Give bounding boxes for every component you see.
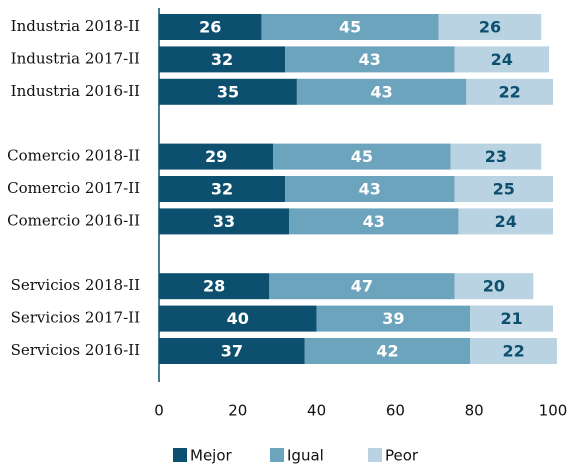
bar-segment [159, 305, 317, 332]
value-label: 23 [485, 147, 507, 166]
value-label: 39 [382, 309, 404, 328]
bar-segment [470, 305, 553, 332]
value-label: 40 [227, 309, 249, 328]
bar-segment [450, 143, 542, 170]
y-tick-label: Servicios 2018-II [11, 276, 140, 294]
bar-segment [159, 78, 297, 105]
value-label: 33 [213, 212, 235, 231]
x-tick-label: 20 [228, 402, 247, 420]
y-tick-label: Industria 2016-II [11, 82, 140, 100]
y-tick-label: Comercio 2017-II [7, 179, 140, 197]
value-label: 28 [203, 277, 225, 296]
bar-segment [296, 78, 467, 105]
bar-segment [470, 338, 557, 364]
value-label: 21 [500, 309, 522, 328]
y-tick-label: Comercio 2018-II [7, 147, 140, 165]
y-tick-label: Servicios 2016-II [11, 341, 140, 359]
y-tick-label: Industria 2018-II [11, 17, 140, 35]
bar-segment [159, 14, 262, 40]
bar-segment [269, 273, 455, 300]
legend-label: Peor [385, 447, 419, 465]
value-label: 24 [491, 50, 513, 69]
bar-segment [273, 143, 451, 170]
bar-segment [438, 14, 542, 40]
bar-segment [159, 176, 286, 202]
value-label: 25 [493, 180, 515, 199]
value-label: 32 [211, 50, 233, 69]
value-label: 26 [199, 18, 221, 37]
value-label: 20 [483, 277, 505, 296]
bar-segment [289, 208, 459, 235]
bar-segment [159, 273, 270, 300]
value-label: 43 [359, 50, 381, 69]
value-label: 42 [376, 342, 398, 361]
bar-segment [159, 338, 305, 364]
value-label: 29 [205, 147, 227, 166]
y-tick-label: Servicios 2017-II [11, 309, 140, 327]
bar-segment [304, 338, 471, 364]
bar-segment [159, 208, 290, 235]
bar-segment [454, 176, 553, 202]
x-tick-label: 80 [465, 402, 484, 420]
legend-label: Igual [287, 447, 324, 465]
bar-segment [316, 305, 471, 332]
value-label: 35 [217, 82, 239, 101]
legend-swatch [368, 448, 382, 462]
x-tick-label: 100 [539, 402, 568, 420]
value-label: 37 [221, 342, 243, 361]
y-tick-label: Industria 2017-II [11, 49, 140, 67]
value-label: 45 [351, 147, 373, 166]
legend-swatch [173, 448, 187, 462]
bar-segment [261, 14, 439, 40]
value-label: 43 [359, 180, 381, 199]
value-label: 43 [370, 82, 392, 101]
value-label: 47 [351, 277, 373, 296]
x-tick-label: 0 [154, 402, 164, 420]
value-label: 22 [499, 82, 521, 101]
bar-segment [285, 176, 455, 202]
value-label: 22 [502, 342, 524, 361]
bar-segment [159, 143, 274, 170]
x-tick-label: 60 [386, 402, 405, 420]
bar-segment [458, 208, 553, 235]
y-tick-label: Comercio 2016-II [7, 211, 140, 229]
value-label: 26 [479, 18, 501, 37]
bar-segment [454, 46, 550, 73]
value-label: 45 [339, 18, 361, 37]
value-label: 32 [211, 180, 233, 199]
legend-label: Mejor [190, 447, 233, 465]
bar-segment [285, 46, 455, 73]
value-label: 43 [363, 212, 385, 231]
x-tick-label: 40 [307, 402, 326, 420]
bar-segment [159, 46, 286, 73]
bar-segment [454, 273, 534, 300]
legend-swatch [270, 448, 284, 462]
bar-segment [466, 78, 553, 105]
value-label: 24 [495, 212, 517, 231]
